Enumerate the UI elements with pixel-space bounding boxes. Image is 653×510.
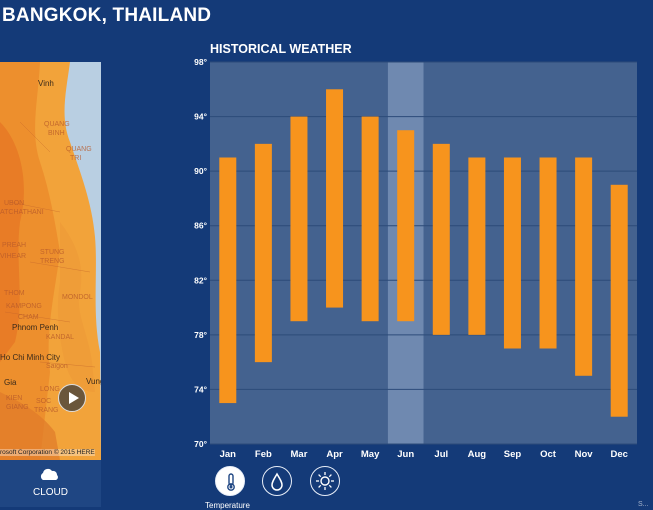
map-label: STUNG bbox=[40, 249, 65, 256]
map-background bbox=[0, 62, 101, 460]
sunshine-button[interactable] bbox=[310, 466, 340, 496]
x-tick-label[interactable]: Mar bbox=[291, 449, 308, 460]
temperature-range-bar[interactable] bbox=[397, 130, 415, 322]
map-label: VIHEAR bbox=[0, 253, 27, 260]
sun-icon bbox=[316, 472, 334, 490]
temperature-range-bar[interactable] bbox=[290, 116, 308, 322]
map-label: TRENG bbox=[40, 258, 65, 265]
cloud-icon bbox=[40, 468, 58, 480]
cloud-layer-tab[interactable]: CLOUD bbox=[0, 460, 101, 507]
map-label: QUANG bbox=[66, 146, 92, 153]
x-tick-label[interactable]: Aug bbox=[468, 449, 487, 460]
map-label: Vinh bbox=[38, 79, 54, 88]
map-label: Vung bbox=[86, 377, 101, 386]
x-tick-label[interactable]: Apr bbox=[326, 449, 343, 460]
y-tick-label: 70° bbox=[194, 439, 207, 449]
temperature-range-bar[interactable] bbox=[326, 89, 344, 308]
temperature-button[interactable] bbox=[215, 466, 245, 496]
y-tick-label: 74° bbox=[194, 384, 207, 394]
y-tick-label: 98° bbox=[194, 57, 207, 67]
x-tick-label[interactable]: Jan bbox=[220, 449, 237, 460]
map-label: KANDAL bbox=[46, 334, 75, 341]
map-label: PREAH bbox=[2, 242, 27, 249]
temperature-range-bar[interactable] bbox=[254, 143, 272, 363]
y-tick-label: 78° bbox=[194, 330, 207, 340]
temperature-range-bar[interactable] bbox=[219, 157, 237, 404]
map-label: Ho Chi Minh City bbox=[0, 353, 61, 362]
precipitation-button[interactable] bbox=[262, 466, 292, 496]
map-label: Saigon bbox=[46, 363, 68, 370]
corner-label: S... bbox=[638, 501, 649, 508]
location-title: BANGKOK, THAILAND bbox=[2, 5, 212, 26]
water-drop-icon bbox=[271, 472, 283, 491]
play-button[interactable] bbox=[58, 384, 86, 412]
map-label: GIANG bbox=[6, 404, 29, 411]
map-label: KIEN bbox=[6, 395, 23, 402]
active-metric-label: Temperature bbox=[205, 501, 250, 510]
y-tick-label: 82° bbox=[194, 275, 207, 285]
map-label: UBON bbox=[4, 200, 25, 207]
map-label: SOC bbox=[36, 398, 52, 405]
x-tick-label[interactable]: Sep bbox=[504, 449, 522, 460]
map-label: ATCHATHANI bbox=[0, 209, 44, 216]
map-label: TRI bbox=[70, 155, 82, 162]
weather-map[interactable]: Vinh QUANG BINH QUANG TRI UBON ATCHATHAN… bbox=[0, 62, 101, 460]
temperature-range-bar[interactable] bbox=[503, 157, 521, 349]
map-label: Gia bbox=[4, 378, 17, 387]
cloud-layer-label: CLOUD bbox=[32, 487, 68, 498]
thermometer-icon bbox=[227, 473, 235, 491]
y-tick-label: 86° bbox=[194, 221, 207, 231]
map-copyright: rosoft Corporation © 2015 HERE bbox=[0, 449, 95, 456]
x-tick-label[interactable]: Jun bbox=[397, 449, 414, 460]
x-tick-label[interactable]: Oct bbox=[540, 449, 557, 460]
x-tick-label[interactable]: Jul bbox=[434, 449, 448, 460]
map-label: QUANG bbox=[44, 121, 70, 128]
map-label: THOM bbox=[4, 290, 25, 297]
x-tick-label[interactable]: May bbox=[361, 449, 380, 460]
map-label: Phnom Penh bbox=[12, 323, 59, 332]
chart-title: HISTORICAL WEATHER bbox=[210, 42, 352, 56]
temperature-range-bar[interactable] bbox=[432, 143, 450, 335]
map-label: MONDOL bbox=[62, 294, 93, 301]
temperature-range-bar[interactable] bbox=[361, 116, 379, 322]
x-tick-label[interactable]: Nov bbox=[575, 449, 594, 460]
x-tick-label[interactable]: Feb bbox=[255, 449, 272, 460]
map-label: CHAM bbox=[18, 314, 39, 321]
map-label: BINH bbox=[48, 130, 65, 137]
temperature-range-bar[interactable] bbox=[575, 157, 593, 376]
temperature-range-bar[interactable] bbox=[468, 157, 486, 335]
y-tick-label: 94° bbox=[194, 112, 207, 122]
x-tick-label[interactable]: Dec bbox=[610, 449, 627, 460]
map-label: TRANG bbox=[34, 407, 59, 414]
map-label: KAMPONG bbox=[6, 303, 42, 310]
temperature-range-bar[interactable] bbox=[539, 157, 557, 349]
y-tick-label: 90° bbox=[194, 166, 207, 176]
map-label: LONG bbox=[40, 386, 60, 393]
temperature-range-bar[interactable] bbox=[610, 184, 628, 417]
